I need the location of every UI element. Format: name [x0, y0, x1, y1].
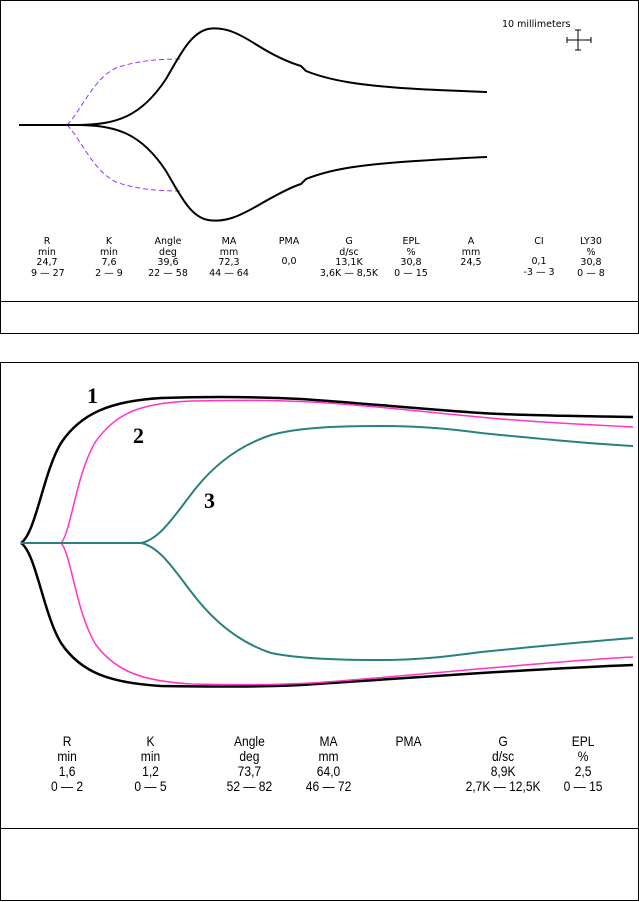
series-label-3: 3	[204, 488, 215, 513]
tracing-chart-top	[19, 27, 592, 222]
trace-3-upper	[21, 424, 634, 544]
footer-box-top	[0, 301, 639, 334]
reference-trace-upper	[19, 58, 182, 126]
param2-col-pma: PMA	[395, 733, 422, 749]
tracing-chart-bottom: 1 2 3	[20, 383, 634, 688]
main-trace-upper	[19, 27, 488, 126]
series-label-2: 2	[133, 423, 144, 448]
param-col-ci: CI 0,1 -3 — 3	[523, 236, 555, 278]
param-col-epl: EPL% 30,8 0 — 15	[394, 236, 428, 279]
param-col-ma: MA mm 72,3 44 — 64	[209, 236, 249, 279]
scale-label: 10 millimeters	[502, 19, 571, 30]
reference-trace-lower	[19, 124, 182, 192]
main-trace-lower	[19, 124, 488, 222]
param2-col-epl: EPL% 2,5 0 — 15	[563, 733, 603, 794]
footer-box-bottom	[0, 828, 639, 901]
param-col-ly30: LY30% 30,8 0 — 8	[577, 236, 605, 279]
param2-col-angle: Angle deg 73,7 52 — 82	[226, 733, 273, 794]
param-col-pma: PMA 0,0	[278, 236, 300, 267]
trace-1-upper	[20, 395, 634, 545]
trace-1-lower	[20, 541, 634, 688]
series-label-1: 1	[87, 383, 98, 408]
scale-crosshair-icon	[566, 29, 592, 51]
param-col-angle: Angle deg 39,6 22 — 58	[148, 236, 188, 279]
trace-2-lower	[60, 542, 634, 686]
trace-3-lower	[21, 542, 634, 662]
param2-col-ma: MA mm 64,0 46 — 72	[305, 733, 352, 794]
trace-2-upper	[60, 399, 634, 544]
